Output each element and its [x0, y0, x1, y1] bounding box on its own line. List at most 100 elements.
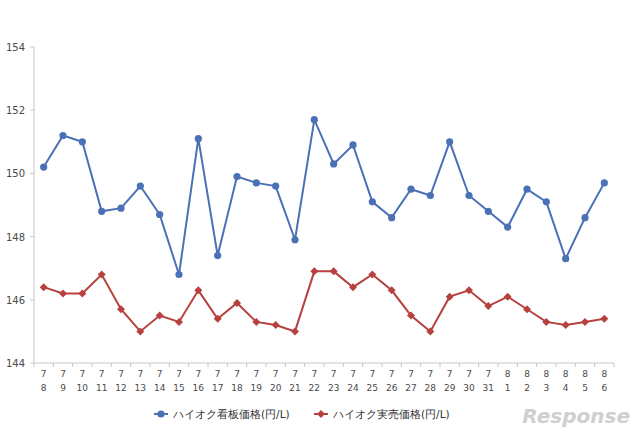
x-tick-label-line: 7 [99, 369, 105, 379]
x-tick-separator [575, 363, 576, 367]
x-tick-separator [420, 363, 421, 367]
data-point [484, 302, 492, 310]
x-tick-label: 84 [563, 369, 569, 393]
x-tick-label: 718 [231, 369, 243, 393]
x-tick-label-line: 7 [176, 369, 182, 379]
data-point [349, 141, 356, 148]
data-point [310, 267, 318, 275]
x-tick-label-line: 7 [292, 369, 298, 379]
data-point [485, 208, 492, 215]
x-tick-separator [517, 363, 518, 367]
x-tick-label-line: 7 [466, 369, 472, 379]
x-tick-label-line: 8 [524, 369, 530, 379]
x-tick-label-line: 7 [60, 369, 66, 379]
data-point [543, 198, 550, 205]
x-tick-label: 722 [309, 369, 320, 393]
x-tick-label: 730 [463, 369, 475, 393]
data-point [291, 327, 299, 335]
data-point [562, 255, 569, 262]
x-tick-label-line: 12 [115, 383, 126, 393]
y-tick-label: 152 [6, 105, 25, 116]
data-point [175, 271, 182, 278]
y-tick-label: 148 [6, 232, 25, 243]
x-tick-separator [498, 363, 499, 367]
x-tick-label-line: 8 [582, 369, 588, 379]
x-tick-separator [536, 363, 537, 367]
data-point [542, 318, 550, 326]
x-tick-label-line: 7 [234, 369, 240, 379]
x-tick-label: 725 [367, 369, 378, 393]
x-tick-label: 726 [386, 369, 398, 393]
x-tick-label-line: 4 [563, 383, 569, 393]
y-tick-label: 144 [6, 358, 25, 369]
x-tick-label-line: 29 [444, 383, 456, 393]
x-tick-label-line: 1 [505, 383, 511, 393]
legend-label: ハイオク看板価格(円/L) [172, 408, 290, 420]
x-tick-label-line: 31 [483, 383, 494, 393]
x-tick-separator [169, 363, 170, 367]
x-tick-label: 78 [41, 369, 47, 393]
x-tick-label-line: 13 [135, 383, 146, 393]
data-point [59, 132, 66, 139]
data-point [272, 182, 279, 189]
data-point [175, 318, 183, 326]
x-tick-label: 717 [212, 369, 223, 393]
x-tick-label-line: 2 [524, 383, 530, 393]
x-tick-label-line: 24 [347, 383, 359, 393]
data-point [427, 192, 434, 199]
data-point [426, 327, 434, 335]
x-tick-label-line: 7 [118, 369, 124, 379]
data-point [59, 289, 67, 297]
y-tick [30, 110, 34, 111]
data-point [581, 214, 588, 221]
x-tick-label-line: 22 [309, 383, 320, 393]
x-tick-separator [440, 363, 441, 367]
legend: ハイオク看板価格(円/L)ハイオク実売価格(円/L) [154, 408, 450, 420]
x-tick-label: 731 [483, 369, 494, 393]
x-tick-label-line: 19 [251, 383, 263, 393]
x-tick-label-line: 7 [253, 369, 259, 379]
data-point [349, 283, 357, 291]
x-tick-label-line: 21 [289, 383, 300, 393]
x-tick-label: 81 [505, 369, 511, 393]
data-point [195, 135, 202, 142]
x-tick-label-line: 7 [195, 369, 201, 379]
y-tick [30, 363, 34, 364]
x-tick-label-line: 28 [425, 383, 437, 393]
y-tick [30, 47, 34, 48]
x-tick-label-line: 5 [582, 383, 588, 393]
x-tick-label-line: 9 [60, 383, 66, 393]
x-tick-label: 713 [135, 369, 146, 393]
data-point [504, 293, 512, 301]
x-tick-label-line: 23 [328, 383, 339, 393]
data-point [194, 286, 202, 294]
data-point [79, 138, 86, 145]
data-point [137, 182, 144, 189]
data-point [40, 283, 48, 291]
data-point [98, 271, 106, 279]
x-tick-label-line: 7 [369, 369, 375, 379]
data-point [78, 289, 86, 297]
x-tick-separator [401, 363, 402, 367]
x-tick-label-line: 14 [154, 383, 166, 393]
x-tick-label-line: 6 [601, 383, 607, 393]
data-point [156, 312, 164, 320]
x-tick-separator [459, 363, 460, 367]
x-tick-separator [72, 363, 73, 367]
y-tick-label: 154 [6, 42, 25, 53]
x-tick-label: 728 [425, 369, 437, 393]
x-tick-label-line: 7 [427, 369, 433, 379]
data-point [233, 173, 240, 180]
x-tick-separator [266, 363, 267, 367]
y-axis-line [34, 47, 35, 363]
data-point [40, 163, 47, 170]
x-tick-label-line: 7 [137, 369, 143, 379]
data-point [136, 327, 144, 335]
x-tick-separator [246, 363, 247, 367]
x-tick-label-line: 25 [367, 383, 378, 393]
source-watermark: Response [522, 404, 630, 428]
data-point [407, 186, 414, 193]
x-tick-label-line: 8 [563, 369, 569, 379]
x-tick-label: 86 [601, 369, 607, 393]
x-tick-label-line: 30 [463, 383, 475, 393]
